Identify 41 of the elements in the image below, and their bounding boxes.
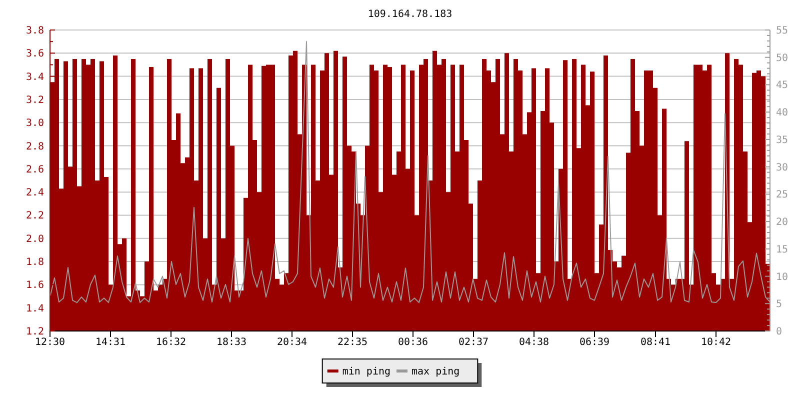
x-tick-label: 18:33 <box>216 337 247 348</box>
x-tick-label: 00:36 <box>398 337 428 348</box>
y-tick-label: 3.4 <box>26 72 44 83</box>
y2-tick-label: 25 <box>776 190 788 201</box>
y2-tick-label: 20 <box>776 217 788 228</box>
y-tick-label: 1.4 <box>26 303 44 314</box>
y2-tick-label: 5 <box>776 299 782 310</box>
chart-title: 109.164.78.183 <box>368 9 452 20</box>
y2-tick-label: 30 <box>776 162 788 174</box>
y2-tick-label: 55 <box>776 26 788 36</box>
y2-tick-label: 40 <box>776 108 788 119</box>
y-tick-label: 2.0 <box>26 234 44 245</box>
y2-tick-label: 50 <box>776 52 788 64</box>
x-tick-label: 22:35 <box>337 337 368 348</box>
y-tick-label: 3.8 <box>26 26 44 36</box>
legend-label: max ping <box>412 366 460 378</box>
y-tick-label: 1.6 <box>26 280 44 292</box>
x-tick-label: 16:32 <box>156 337 186 348</box>
x-tick-label: 12:30 <box>34 337 66 348</box>
y2-tick-label: 15 <box>776 244 788 256</box>
y2-tick-label: 10 <box>776 272 788 283</box>
y-tick-label: 3.6 <box>26 48 44 60</box>
y-tick-label: 1.8 <box>26 257 44 268</box>
x-tick-label: 10:42 <box>700 337 732 348</box>
y2-tick-label: 45 <box>776 80 788 92</box>
x-tick-label: 08:41 <box>640 337 671 348</box>
y-tick-label: 1.2 <box>26 326 44 338</box>
y2-tick-label: 0 <box>776 326 782 338</box>
y2-tick-label: 35 <box>776 134 788 146</box>
x-tick-label: 14:31 <box>95 337 126 348</box>
legend-label: min ping <box>342 366 391 378</box>
y-tick-label: 2.4 <box>26 188 44 199</box>
x-tick-label: 06:39 <box>579 337 610 348</box>
x-tick-label: 02:37 <box>458 337 489 348</box>
x-tick-label: 04:38 <box>518 337 550 348</box>
y-tick-label: 3.0 <box>26 118 44 130</box>
y-tick-label: 3.2 <box>26 94 44 106</box>
x-tick-label: 20:34 <box>276 337 308 348</box>
y-tick-label: 2.8 <box>26 141 44 152</box>
y-tick-label: 2.6 <box>26 164 44 176</box>
y-tick-label: 2.2 <box>26 210 44 222</box>
